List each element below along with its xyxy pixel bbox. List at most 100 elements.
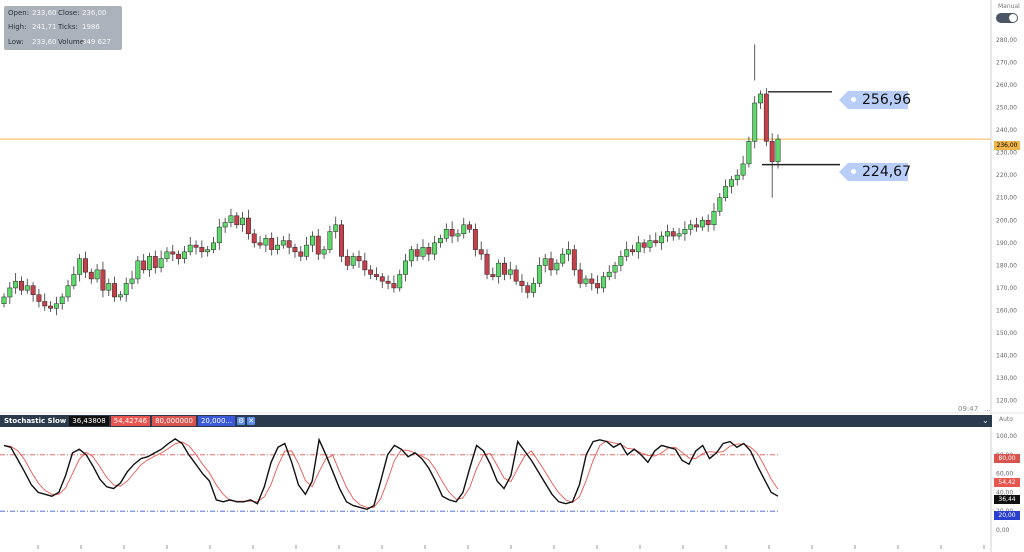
candle[interactable] xyxy=(368,269,374,275)
candle[interactable] xyxy=(758,93,763,104)
candle[interactable] xyxy=(379,276,385,282)
candle[interactable] xyxy=(397,274,403,289)
candle[interactable] xyxy=(42,301,48,307)
candle[interactable] xyxy=(659,235,665,244)
candle[interactable] xyxy=(117,294,123,298)
candle[interactable] xyxy=(205,249,211,253)
indicator-name[interactable]: Stochastic Slow xyxy=(4,417,67,425)
candle[interactable] xyxy=(490,274,496,277)
candle[interactable] xyxy=(94,269,100,280)
candle[interactable] xyxy=(88,271,94,280)
candle[interactable] xyxy=(595,283,601,289)
candle[interactable] xyxy=(71,274,77,286)
candle[interactable] xyxy=(216,226,222,244)
upper-price-callout[interactable]: 256,96 xyxy=(839,91,911,109)
candle[interactable] xyxy=(472,229,478,250)
candle[interactable] xyxy=(362,260,368,271)
candle[interactable] xyxy=(455,233,461,237)
candle[interactable] xyxy=(717,197,723,212)
candle[interactable] xyxy=(688,224,694,230)
candle[interactable] xyxy=(763,93,769,142)
candle[interactable] xyxy=(740,163,746,176)
candle[interactable] xyxy=(304,244,310,257)
candle[interactable] xyxy=(19,280,24,291)
candle[interactable] xyxy=(257,242,263,246)
candle[interactable] xyxy=(507,269,513,275)
candle[interactable] xyxy=(269,238,275,250)
candle[interactable] xyxy=(531,283,537,293)
candle[interactable] xyxy=(403,260,408,275)
candle[interactable] xyxy=(496,262,502,277)
candle[interactable] xyxy=(350,256,356,266)
candle[interactable] xyxy=(77,258,83,275)
candle[interactable] xyxy=(519,280,525,286)
candle[interactable] xyxy=(443,229,449,239)
candle[interactable] xyxy=(59,296,65,304)
candle[interactable] xyxy=(664,231,670,237)
close-icon[interactable]: ✕ xyxy=(247,417,256,425)
candle[interactable] xyxy=(24,285,30,291)
candle[interactable] xyxy=(647,240,653,248)
candle[interactable] xyxy=(502,262,507,275)
candle[interactable] xyxy=(222,222,228,228)
candle[interactable] xyxy=(13,280,19,289)
candle[interactable] xyxy=(484,253,490,275)
candle[interactable] xyxy=(30,285,36,295)
candle[interactable] xyxy=(461,224,467,235)
candle[interactable] xyxy=(356,256,362,262)
scale-mode-toggle[interactable] xyxy=(996,13,1018,23)
candle[interactable] xyxy=(525,285,531,293)
candle[interactable] xyxy=(699,220,705,228)
candle[interactable] xyxy=(286,240,292,248)
candle[interactable] xyxy=(746,141,752,165)
candle[interactable] xyxy=(344,256,350,266)
candle[interactable] xyxy=(513,269,519,282)
candle[interactable] xyxy=(542,258,548,266)
candle[interactable] xyxy=(158,258,164,268)
candle[interactable] xyxy=(682,229,688,235)
candle[interactable] xyxy=(728,179,734,187)
candle[interactable] xyxy=(676,233,682,237)
candle[interactable] xyxy=(199,247,205,253)
candle[interactable] xyxy=(374,274,379,277)
candle[interactable] xyxy=(321,249,327,255)
candle[interactable] xyxy=(775,138,781,162)
candle[interactable] xyxy=(566,249,571,255)
candle[interactable] xyxy=(187,244,193,253)
candle[interactable] xyxy=(641,242,647,248)
candle[interactable] xyxy=(653,240,659,244)
candle[interactable] xyxy=(1,296,7,304)
candle[interactable] xyxy=(309,235,315,246)
candle[interactable] xyxy=(589,278,595,284)
candle[interactable] xyxy=(292,247,298,253)
candle[interactable] xyxy=(333,224,339,232)
candle[interactable] xyxy=(141,260,147,271)
candle[interactable] xyxy=(240,217,246,226)
settings-icon[interactable]: ⚙ xyxy=(237,417,246,425)
candle[interactable] xyxy=(635,242,641,253)
candle[interactable] xyxy=(694,224,699,228)
candle[interactable] xyxy=(571,249,577,271)
candle[interactable] xyxy=(385,280,391,284)
candle[interactable] xyxy=(123,283,129,295)
chevron-down-icon[interactable]: ⌄ xyxy=(982,416,989,425)
candle[interactable] xyxy=(734,174,740,180)
candle[interactable] xyxy=(36,294,42,302)
candle[interactable] xyxy=(315,235,321,255)
candle[interactable] xyxy=(152,256,158,268)
candle[interactable] xyxy=(769,141,775,162)
candle[interactable] xyxy=(536,265,542,284)
candle[interactable] xyxy=(7,287,13,298)
lower-price-callout[interactable]: 224,67 xyxy=(839,163,911,181)
candle[interactable] xyxy=(752,102,758,142)
candle[interactable] xyxy=(414,249,420,257)
candle[interactable] xyxy=(438,238,443,244)
candle[interactable] xyxy=(577,269,583,284)
candle[interactable] xyxy=(170,251,176,255)
candle[interactable] xyxy=(228,215,234,223)
candle[interactable] xyxy=(234,215,240,226)
candle[interactable] xyxy=(711,211,717,226)
candle[interactable] xyxy=(327,231,333,250)
candle[interactable] xyxy=(100,269,106,291)
